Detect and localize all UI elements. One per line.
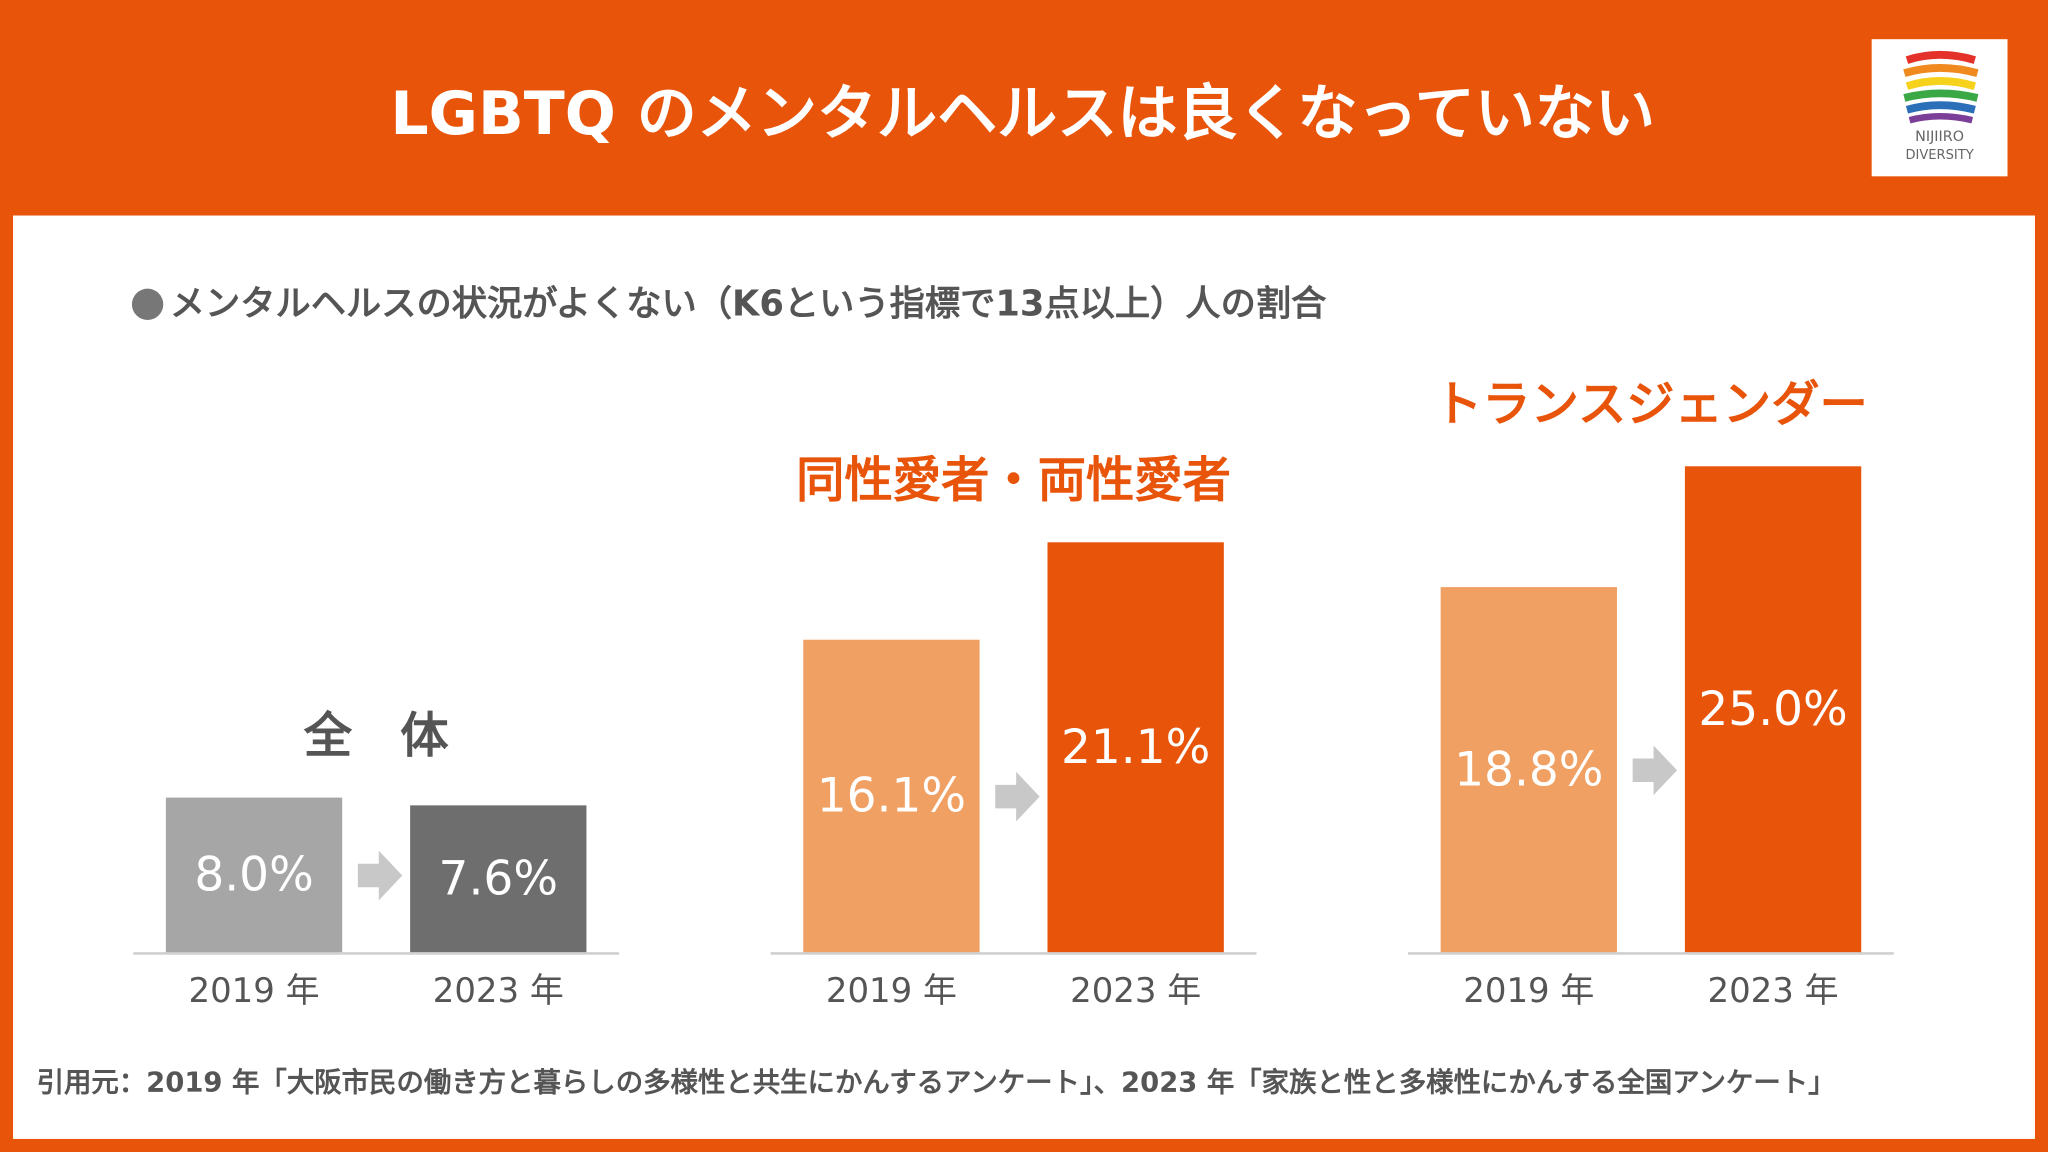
- bar: [410, 805, 587, 954]
- logo-stripe: [1903, 64, 1979, 77]
- bar: [1047, 542, 1224, 954]
- value-label: 7.6%: [439, 852, 558, 907]
- x-tick-label: 2023 年: [433, 971, 564, 1011]
- logo: NIJIIRO DIVERSITY: [1871, 39, 2008, 177]
- logo-text: NIJIIRO: [1915, 129, 1964, 145]
- value-label: 16.1%: [817, 769, 966, 824]
- logo-stripe: [1905, 51, 1976, 64]
- x-tick-label: 2019 年: [1463, 971, 1594, 1011]
- value-label: 21.1%: [1061, 720, 1210, 775]
- group-title: 全 体: [303, 708, 450, 764]
- arrow: [357, 850, 403, 901]
- value-label: 18.8%: [1454, 742, 1603, 797]
- group-title: トランスジェンダー: [1434, 377, 1868, 433]
- logo-stripe: [1903, 89, 1979, 102]
- bar: [803, 639, 980, 954]
- x-tick-label: 2023 年: [1708, 971, 1839, 1011]
- value-label: 25.0%: [1698, 682, 1847, 737]
- bar: [1440, 587, 1617, 954]
- logo-stripe: [1905, 77, 1976, 90]
- x-tick-label: 2019 年: [188, 971, 319, 1011]
- bullet: [131, 288, 164, 320]
- source: 引用元：2019 年「大阪市民の働き方と暮らしの多様性と共生にかんするアンケート…: [37, 1067, 1836, 1099]
- logo-stripe: [1908, 112, 1974, 124]
- arrow: [1632, 745, 1678, 796]
- page-title: LGBTQ のメンタルヘルスは良くなっていない: [390, 79, 1655, 149]
- group-title: 同性愛者・両性愛者: [796, 453, 1231, 509]
- bar: [1684, 466, 1862, 954]
- logo-stripe: [1905, 101, 1976, 114]
- x-tick-label: 2019 年: [826, 971, 957, 1011]
- logo-text: DIVERSITY: [1905, 148, 1973, 163]
- bar: [165, 797, 343, 954]
- value-label: 8.0%: [194, 848, 313, 903]
- arrow: [995, 771, 1040, 822]
- subtitle: メンタルヘルスの状況がよくない（K6という指標で13点以上）人の割合: [170, 284, 1327, 325]
- x-tick-label: 2023 年: [1070, 971, 1201, 1011]
